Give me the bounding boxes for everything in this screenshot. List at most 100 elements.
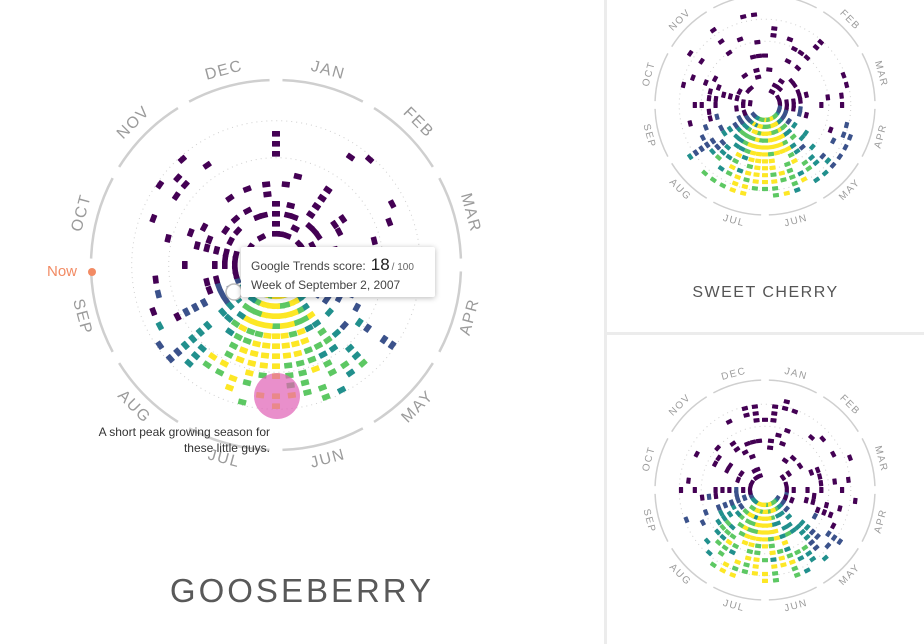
month-label: MAY — [837, 562, 863, 588]
heatmap-cell — [704, 141, 711, 149]
heatmap-cell — [721, 514, 728, 522]
heatmap-cell — [717, 550, 725, 557]
third-fruit-panel[interactable]: JAN FEB MAR APR MAY JUN JUL AUG SEP OCT NOV DEC — [607, 335, 924, 644]
heatmap-cell — [794, 64, 802, 72]
now-marker — [88, 268, 96, 276]
heatmap-cell — [199, 222, 209, 232]
heatmap-cell — [699, 134, 706, 142]
heatmap-cell — [743, 562, 750, 568]
hover-marker — [225, 283, 243, 301]
heatmap-cell — [164, 233, 172, 243]
heatmap-cell — [755, 53, 763, 59]
heatmap-cell — [797, 49, 805, 57]
heatmap-cell — [680, 81, 687, 89]
heatmap-cell — [749, 504, 757, 512]
heatmap-cell — [771, 564, 778, 569]
month-label: NOV — [114, 103, 154, 143]
heatmap-cell — [817, 38, 825, 46]
tooltip-score-label: Google Trends score: — [251, 259, 366, 273]
heatmap-cell — [228, 374, 238, 383]
heatmap-cell — [821, 169, 829, 177]
heatmap-cell — [154, 289, 162, 299]
heatmap-cell — [260, 352, 270, 359]
heatmap-cell — [727, 93, 734, 100]
heatmap-cell — [687, 120, 693, 127]
third-fruit-radial-chart[interactable]: JAN FEB MAR APR MAY JUN JUL AUG SEP OCT NOV DEC — [607, 335, 924, 644]
month-arc — [861, 493, 876, 542]
heatmap-cell — [814, 533, 821, 540]
heatmap-cell — [317, 383, 328, 392]
heatmap-cell — [330, 219, 339, 230]
heatmap-cell — [755, 536, 763, 542]
month-arc — [861, 108, 876, 157]
month-arc — [118, 107, 179, 168]
heatmap-cell — [744, 148, 751, 155]
heatmap-cell — [264, 322, 273, 329]
heatmap-cell — [217, 288, 226, 299]
heatmap-cell — [744, 440, 751, 447]
heatmap-cell — [793, 148, 801, 155]
heatmap-cell — [345, 152, 356, 162]
heatmap-cell — [748, 157, 755, 163]
heatmap-cell — [749, 439, 757, 445]
heatmap-cell — [738, 502, 745, 510]
month-label: OCT — [641, 60, 658, 88]
heatmap-cell — [801, 544, 809, 551]
heatmap-cell — [300, 379, 310, 387]
heatmap-cell — [773, 150, 781, 156]
heatmap-cell — [762, 166, 768, 171]
month-arc — [713, 379, 762, 394]
heatmap-cell — [766, 67, 773, 73]
heatmap-cell — [784, 487, 789, 493]
heatmap-cell — [789, 133, 797, 141]
tooltip-score-max: / 100 — [391, 262, 414, 273]
month-arc — [438, 177, 463, 259]
heatmap-cell — [805, 487, 810, 493]
heatmap-cell — [808, 154, 815, 161]
heatmap-cell — [713, 487, 718, 493]
heatmap-cell — [784, 161, 791, 168]
heatmap-cell — [825, 94, 831, 101]
heatmap-cell — [803, 567, 811, 574]
heatmap-cell — [317, 327, 327, 337]
heatmap-cell — [773, 535, 781, 541]
month-label: SEP — [640, 508, 657, 535]
heatmap-cell — [790, 45, 798, 53]
heatmap-cell — [345, 368, 356, 378]
heatmap-cell — [686, 153, 694, 161]
heatmap-cell — [707, 115, 713, 122]
heatmap-cell — [801, 159, 809, 166]
heatmap-cell — [788, 174, 796, 180]
heatmap-cell — [300, 337, 310, 345]
heatmap-cell — [202, 360, 212, 370]
heatmap-cell — [777, 100, 783, 107]
heatmap-cell — [785, 470, 792, 478]
heatmap-cell — [323, 185, 333, 195]
heatmap-cell — [215, 368, 225, 377]
heatmap-cell — [736, 36, 744, 43]
heatmap-cell — [771, 26, 778, 31]
heatmap-cell — [770, 557, 777, 563]
heatmap-cell — [743, 177, 750, 183]
heatmap-cell — [752, 411, 759, 416]
heatmap-cell — [720, 487, 725, 493]
heatmap-cell — [789, 142, 797, 149]
heatmap-cell — [725, 418, 733, 425]
heatmap-cell — [328, 343, 339, 353]
heatmap-cell — [228, 341, 239, 350]
heatmap-cell — [752, 564, 759, 569]
heatmap-cell — [702, 124, 709, 131]
heatmap-cell — [719, 148, 727, 156]
heatmap-cell — [736, 167, 744, 174]
heatmap-cell — [729, 187, 737, 193]
heatmap-cell — [811, 492, 817, 500]
month-arc — [713, 0, 736, 9]
heatmap-cell — [214, 282, 223, 292]
heatmap-cell — [779, 533, 786, 540]
heatmap-cell — [766, 529, 774, 535]
heatmap-cell — [786, 36, 794, 43]
heatmap-cell — [751, 570, 759, 576]
